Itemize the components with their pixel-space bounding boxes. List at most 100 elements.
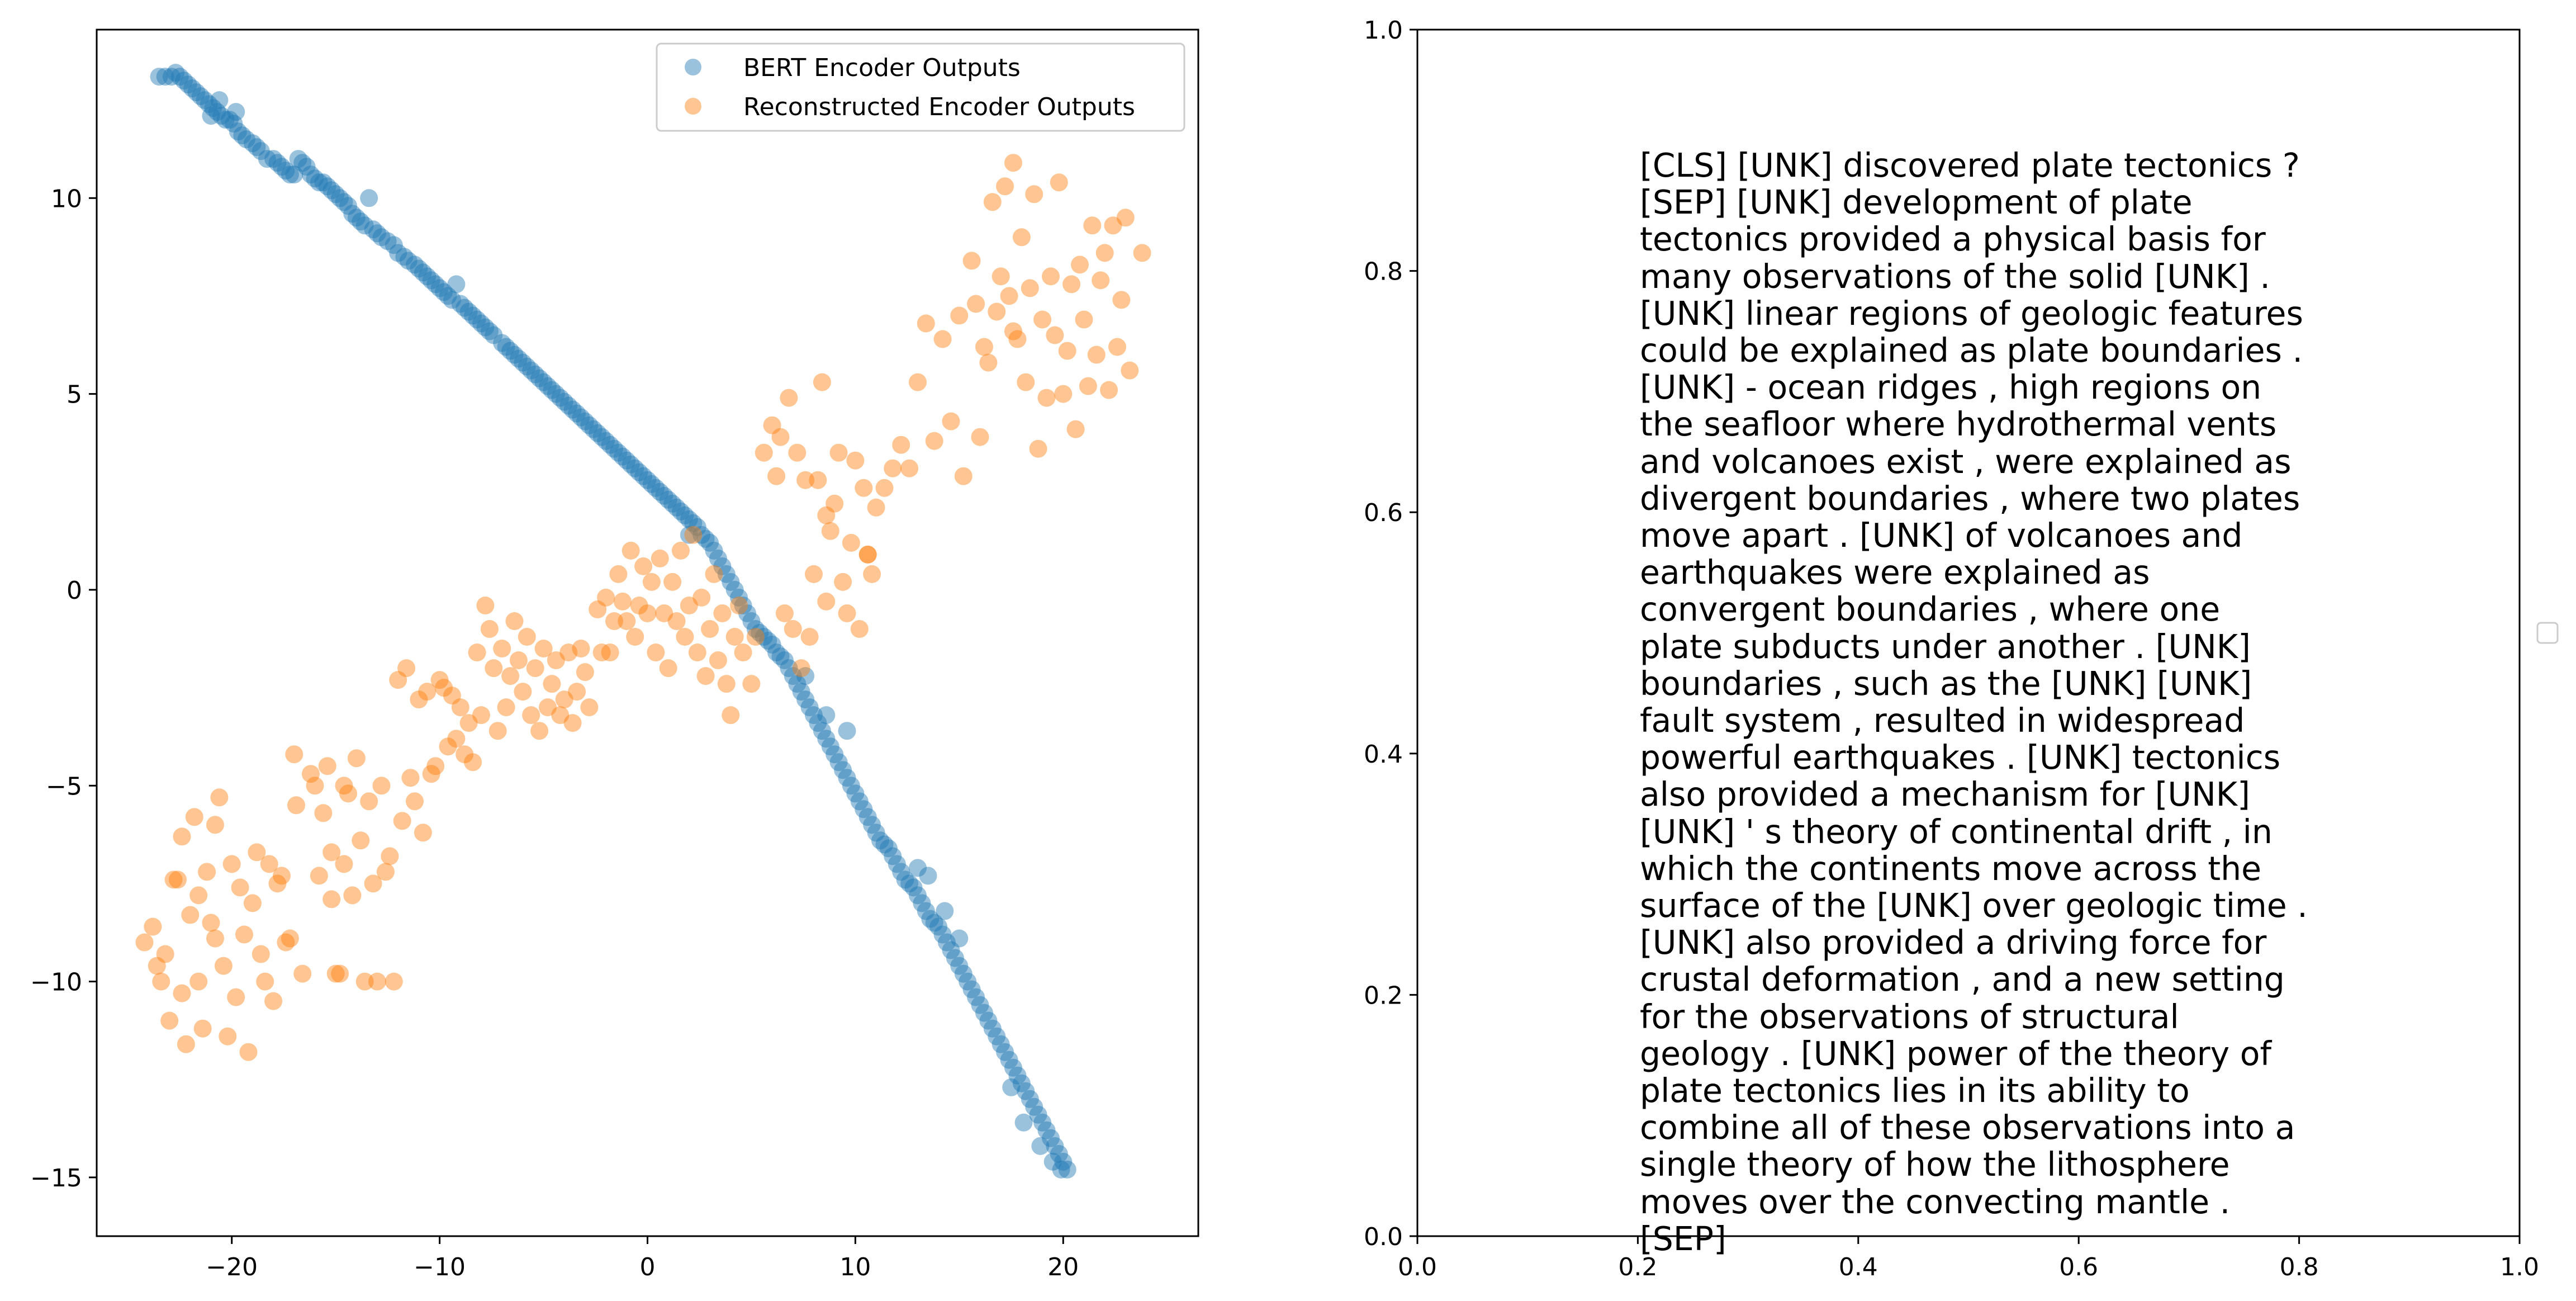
scatter-point (314, 173, 333, 192)
scatter-point (212, 107, 231, 125)
scatter-point (322, 890, 341, 909)
scatter-point (1025, 1097, 1043, 1116)
scatter-point (196, 91, 214, 110)
scatter-point (1002, 1078, 1021, 1096)
scatter-point (193, 1019, 212, 1038)
scatter-point (647, 644, 665, 661)
scatter-point (173, 827, 191, 846)
scatter-point (563, 714, 582, 732)
scatter-point (996, 1043, 1014, 1061)
scatter-point (909, 886, 927, 905)
scatter-point (175, 72, 193, 90)
x-tick-label: 0 (640, 1253, 656, 1281)
scatter-point (459, 714, 478, 732)
scatter-point (688, 644, 706, 661)
scatter-point (368, 224, 386, 243)
scatter-point (597, 588, 615, 607)
scatter-point (551, 706, 570, 725)
x-tick-label: −10 (414, 1253, 466, 1281)
scatter-point (1075, 310, 1093, 329)
scatter-point (314, 804, 333, 822)
scatter-point (967, 295, 985, 313)
scatter-point (821, 737, 839, 756)
scatter-point (813, 722, 831, 740)
scatter-point (1095, 244, 1114, 262)
y-tick-label: 10 (51, 184, 82, 213)
scatter-point (1079, 377, 1097, 395)
scatter-point (983, 1019, 1002, 1038)
scatter-point (406, 792, 424, 811)
scatter-point (667, 498, 686, 517)
passage-line: combine all of these observations into a (1640, 1109, 2295, 1147)
scatter-point (722, 706, 740, 725)
scatter-point (576, 412, 594, 430)
legend-label-reconstructed: Reconstructed Encoder Outputs (743, 93, 1135, 121)
scatter-point (589, 600, 607, 618)
scatter-point (1071, 256, 1089, 274)
scatter-point (287, 796, 305, 815)
scatter-point (601, 644, 619, 661)
scatter-point (173, 984, 191, 1002)
scatter-point (842, 533, 860, 552)
passage-line: move apart . [UNK] of volcanoes and (1640, 517, 2243, 555)
passage-line: also provided a mechanism for [UNK] (1640, 775, 2250, 814)
scatter-point (1100, 381, 1118, 399)
scatter-point (480, 620, 499, 638)
scatter-point (435, 679, 453, 697)
scatter-point (784, 620, 802, 638)
scatter-point (318, 177, 336, 196)
scatter-point (572, 640, 590, 657)
scatter-point (992, 1035, 1010, 1053)
scatter-point (260, 855, 278, 873)
scatter-point (879, 839, 898, 858)
scatter-point (264, 150, 283, 168)
passage-line: [UNK] ' s theory of continental drift , … (1640, 812, 2273, 851)
scatter-point (1037, 389, 1056, 407)
scatter-point (892, 863, 910, 881)
empty-legend-box (2536, 622, 2559, 644)
scatter-point (1108, 338, 1126, 356)
scatter-point (580, 698, 599, 717)
scatter-point (551, 389, 570, 407)
scatter-point (767, 467, 786, 485)
passage-line: [SEP] (1640, 1219, 1726, 1258)
scatter-point (322, 843, 341, 862)
scatter-point (285, 165, 303, 184)
scatter-point (563, 400, 582, 419)
x-tick-label: 10 (839, 1253, 871, 1281)
scatter-point (372, 228, 391, 247)
scatter-point (988, 1027, 1006, 1045)
scatter-point (364, 220, 382, 239)
scatter-point (418, 267, 437, 286)
scatter-point (809, 471, 827, 489)
scatter-point (456, 299, 474, 317)
scatter-point (148, 957, 166, 975)
scatter-point (954, 964, 972, 983)
scatter-point (580, 416, 599, 434)
scatter-point (855, 800, 873, 819)
scatter-point (206, 816, 224, 834)
scatter-point (1012, 1074, 1031, 1092)
scatter-point (191, 87, 210, 106)
scatter-point (684, 514, 703, 532)
passage-text: [CLS] [UNK] discovered plate tectonics ?… (1640, 147, 2389, 1257)
scatter-point (925, 432, 943, 450)
scatter-point (368, 972, 386, 991)
scatter-point (385, 972, 403, 991)
text-axes: 0.0 0.2 0.4 0.6 0.8 1.0 0.0 0.2 0.4 0.6 0.8 1.0 (1364, 16, 2539, 1281)
scatter-point (884, 847, 902, 865)
scatter-point (742, 675, 761, 693)
scatter-point (701, 533, 719, 552)
scatter-point (680, 597, 698, 614)
scatter-point (933, 925, 952, 944)
scatter-point (239, 1043, 258, 1061)
scatter-point (696, 529, 715, 548)
scatter-point (755, 628, 773, 646)
scatter-point (796, 667, 815, 685)
scatter-point (983, 193, 1002, 211)
scatter-point (385, 236, 403, 254)
scatter-point (713, 557, 732, 575)
scatter-point (746, 620, 765, 638)
scatter-point (189, 972, 208, 991)
scatter-point (626, 459, 644, 477)
